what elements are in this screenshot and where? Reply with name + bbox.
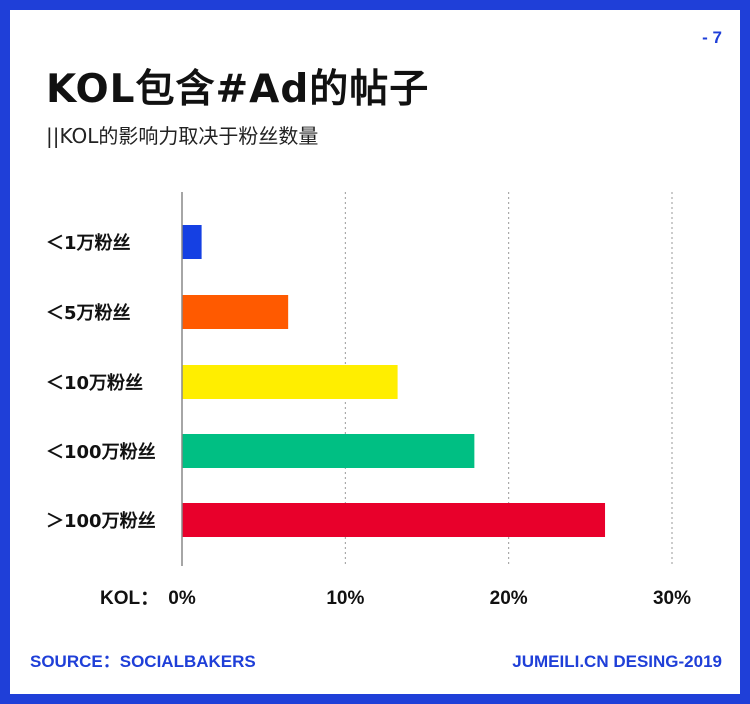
category-label: ＜5万粉丝 xyxy=(46,302,131,324)
bar xyxy=(182,365,398,399)
x-tick-label: 0% xyxy=(168,588,196,609)
page-subtitle: ||KOL的影响力取决于粉丝数量 xyxy=(46,124,319,148)
bar-chart: ＜1万粉丝 ＜5万粉丝 ＜10万粉丝 ＜100万粉丝 ＞100万粉丝 KOL： 0% 10% 2… xyxy=(46,192,691,609)
x-axis-label: KOL： xyxy=(100,588,159,609)
category-label: ＜10万粉丝 xyxy=(46,372,143,394)
category-label: ＜1万粉丝 xyxy=(46,232,131,254)
bar xyxy=(182,295,289,329)
page-number: - 7 xyxy=(702,28,722,47)
bar xyxy=(182,434,475,468)
bar xyxy=(182,225,202,259)
bar xyxy=(182,503,606,537)
design-credit: JUMEILI.CN DESING-2019 xyxy=(512,652,722,671)
category-label: ＜100万粉丝 xyxy=(46,441,156,463)
source-credit: SOURCE：SOCIALBAKERS xyxy=(30,652,256,671)
x-tick-label: 30% xyxy=(653,588,691,609)
page-title: KOL包含#Ad的帖子 xyxy=(46,67,430,112)
x-tick-label: 10% xyxy=(326,588,364,609)
x-tick-label: 20% xyxy=(490,588,528,609)
category-label: ＞100万粉丝 xyxy=(46,510,156,532)
